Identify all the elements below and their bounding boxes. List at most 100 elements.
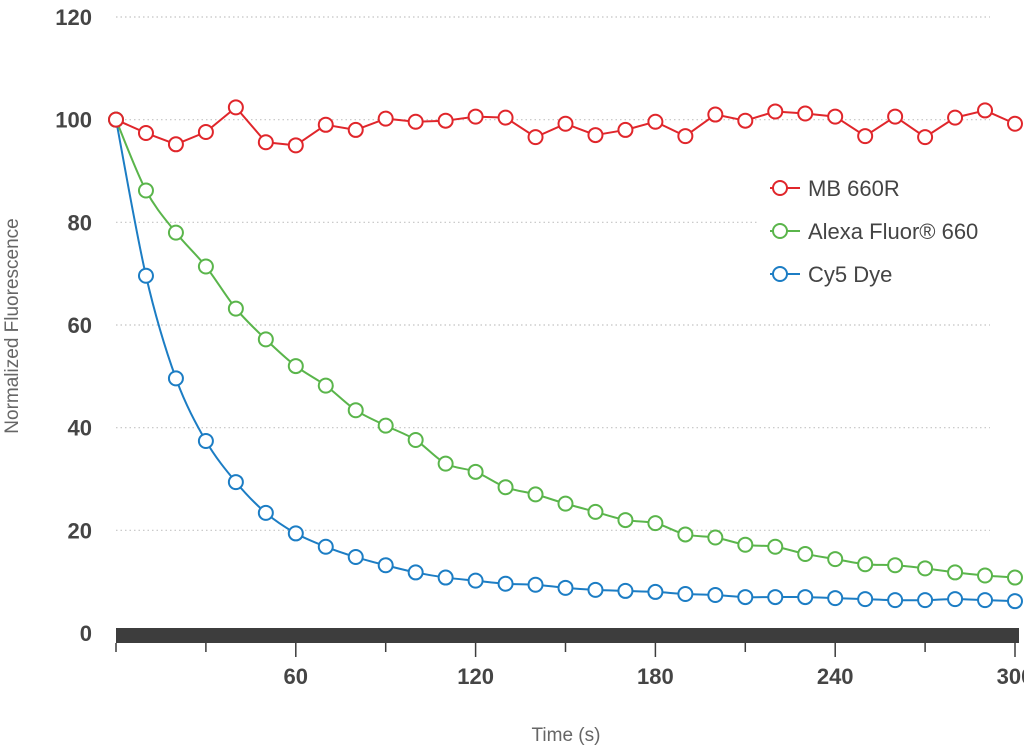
data-point-alexa-fluor-660-150 — [557, 495, 574, 512]
data-point-cy5-dye-110 — [437, 569, 454, 586]
data-point-alexa-fluor-660-180 — [647, 515, 664, 532]
data-point-cy5-dye-130 — [497, 575, 514, 592]
data-point-cy5-dye-300 — [1007, 593, 1023, 610]
legend-marker-cy5-dye — [772, 266, 788, 282]
data-point-mb-660r-260 — [887, 108, 904, 125]
data-point-cy5-dye-100 — [407, 564, 424, 581]
data-point-alexa-fluor-660-140 — [527, 486, 544, 503]
y-tick-label-120: 120 — [55, 5, 92, 30]
data-point-mb-660r-270 — [917, 129, 934, 146]
data-point-mb-660r-300 — [1007, 115, 1023, 132]
legend: MB 660R Alexa Fluor® 660 Cy5 Dye — [758, 166, 1022, 298]
data-point-cy5-dye-260 — [887, 592, 904, 609]
data-point-alexa-fluor-660-30 — [197, 258, 214, 275]
data-point-alexa-fluor-660-160 — [587, 503, 604, 520]
data-point-mb-660r-130 — [497, 109, 514, 126]
data-point-cy5-dye-210 — [737, 589, 754, 606]
y-tick-label-40: 40 — [68, 416, 92, 441]
data-point-mb-660r-30 — [197, 123, 214, 140]
data-point-mb-660r-120 — [467, 108, 484, 125]
data-point-alexa-fluor-660-200 — [707, 529, 724, 546]
data-point-alexa-fluor-660-190 — [677, 526, 694, 543]
x-axis-title: Time (s) — [532, 725, 601, 746]
y-tick-label-80: 80 — [68, 210, 92, 235]
legend-marker-mb-660r — [772, 180, 788, 196]
data-point-cy5-dye-180 — [647, 583, 664, 600]
data-point-alexa-fluor-660-80 — [347, 402, 364, 419]
x-axis-ticks: 60 120 180 240 300 — [115, 643, 1024, 689]
data-point-cy5-dye-120 — [467, 572, 484, 589]
data-point-cy5-dye-150 — [557, 579, 574, 596]
data-point-alexa-fluor-660-270 — [917, 560, 934, 577]
legend-label-alexa-fluor-660: Alexa Fluor® 660 — [808, 219, 978, 244]
data-point-alexa-fluor-660-100 — [407, 431, 424, 448]
data-point-alexa-fluor-660-70 — [317, 377, 334, 394]
data-point-mb-660r-280 — [947, 109, 964, 126]
data-point-alexa-fluor-660-230 — [797, 545, 814, 562]
data-point-mb-660r-150 — [557, 115, 574, 132]
data-point-alexa-fluor-660-210 — [737, 536, 754, 553]
data-point-mb-660r-110 — [437, 112, 454, 129]
data-point-mb-660r-20 — [167, 136, 184, 153]
y-tick-label-60: 60 — [68, 313, 92, 338]
data-point-alexa-fluor-660-120 — [467, 463, 484, 480]
y-tick-label-20: 20 — [68, 518, 92, 543]
data-point-cy5-dye-220 — [767, 589, 784, 606]
data-point-cy5-dye-280 — [947, 591, 964, 608]
data-point-mb-660r-90 — [377, 110, 394, 127]
data-point-cy5-dye-40 — [227, 474, 244, 491]
data-point-mb-660r-50 — [257, 134, 274, 151]
data-point-alexa-fluor-660-10 — [137, 182, 154, 199]
data-point-alexa-fluor-660-300 — [1007, 569, 1023, 586]
data-point-mb-660r-160 — [587, 127, 604, 144]
data-point-cy5-dye-60 — [287, 525, 304, 542]
data-point-alexa-fluor-660-260 — [887, 557, 904, 574]
data-point-cy5-dye-170 — [617, 582, 634, 599]
data-point-alexa-fluor-660-50 — [257, 331, 274, 348]
y-tick-label-0: 0 — [80, 621, 92, 646]
legend-label-mb-660r: MB 660R — [808, 176, 900, 201]
data-point-cy5-dye-20 — [167, 370, 184, 387]
grid-lines — [116, 16, 990, 531]
x-tick-label-180: 180 — [637, 664, 674, 689]
data-point-mb-660r-10 — [137, 125, 154, 142]
data-point-cy5-dye-140 — [527, 576, 544, 593]
data-point-mb-660r-190 — [677, 128, 694, 145]
series-mb-660r — [108, 99, 1023, 154]
data-point-mb-660r-80 — [347, 121, 364, 138]
data-point-mb-660r-0 — [108, 111, 124, 128]
series-cy5-dye — [108, 111, 1023, 610]
data-point-alexa-fluor-660-280 — [947, 564, 964, 581]
data-point-mb-660r-180 — [647, 113, 664, 130]
data-point-mb-660r-170 — [617, 121, 634, 138]
data-point-cy5-dye-290 — [977, 592, 994, 609]
x-tick-label-120: 120 — [457, 664, 494, 689]
data-point-mb-660r-220 — [767, 103, 784, 120]
data-point-cy5-dye-50 — [257, 504, 274, 521]
data-point-mb-660r-100 — [407, 113, 424, 130]
data-point-alexa-fluor-660-20 — [167, 224, 184, 241]
data-point-mb-660r-210 — [737, 112, 754, 129]
data-point-alexa-fluor-660-110 — [437, 455, 454, 472]
data-point-alexa-fluor-660-130 — [497, 479, 514, 496]
data-point-alexa-fluor-660-250 — [857, 556, 874, 573]
data-point-mb-660r-140 — [527, 129, 544, 146]
y-axis-tick-labels: 0 20 40 60 80 100 120 — [55, 5, 92, 646]
series-alexa-fluor-660 — [108, 111, 1023, 586]
y-tick-label-100: 100 — [55, 108, 92, 133]
data-point-alexa-fluor-660-40 — [227, 300, 244, 317]
data-point-mb-660r-200 — [707, 106, 724, 123]
data-point-cy5-dye-80 — [347, 549, 364, 566]
legend-item-mb-660r: MB 660R — [770, 176, 900, 201]
data-point-cy5-dye-270 — [917, 592, 934, 609]
data-point-cy5-dye-10 — [137, 267, 154, 284]
data-point-mb-660r-230 — [797, 105, 814, 122]
data-point-cy5-dye-30 — [197, 433, 214, 450]
data-point-cy5-dye-160 — [587, 581, 604, 598]
data-point-cy5-dye-190 — [677, 585, 694, 602]
x-tick-label-300: 300 — [997, 664, 1024, 689]
y-axis-title: Normalized Fluorescence — [2, 218, 23, 433]
data-point-alexa-fluor-660-290 — [977, 567, 994, 584]
data-point-mb-660r-290 — [977, 102, 994, 119]
